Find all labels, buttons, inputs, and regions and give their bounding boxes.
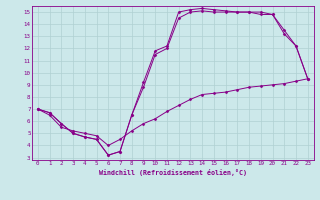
X-axis label: Windchill (Refroidissement éolien,°C): Windchill (Refroidissement éolien,°C) xyxy=(99,169,247,176)
